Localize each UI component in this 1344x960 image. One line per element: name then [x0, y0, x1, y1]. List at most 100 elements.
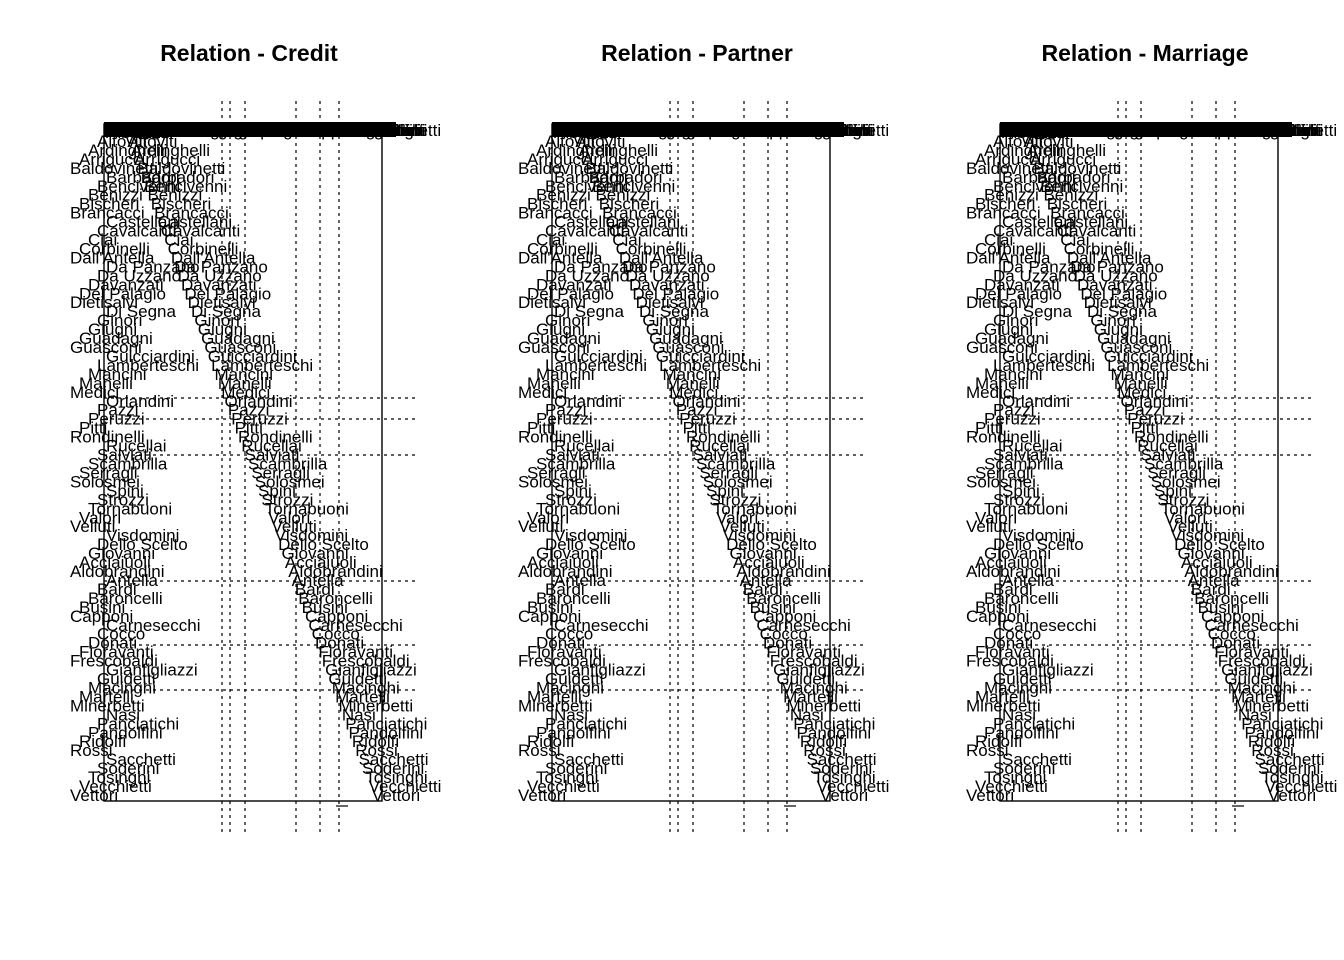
column-label: Davanzati	[166, 121, 242, 140]
row-label: Sacchetti	[554, 750, 624, 769]
column-label: Vettori	[820, 121, 868, 140]
row-label: Guasconi	[518, 338, 590, 357]
diagonal-label: Aldobrandini	[288, 562, 383, 581]
column-label: Scambrilla	[1134, 121, 1214, 140]
diagonal-label: Dall'Antella	[619, 248, 704, 267]
row-label: Strozzi	[97, 490, 149, 509]
row-label: Cocco	[545, 625, 593, 644]
column-label: Altoviti	[556, 121, 606, 140]
column-label: Guidetti	[1221, 121, 1280, 140]
column-label: Giovanni	[1170, 121, 1237, 140]
column-label: Solosmei	[693, 121, 763, 140]
row-label: Orlandini	[1002, 392, 1070, 411]
diagonal-label: Bischeri	[599, 195, 659, 214]
column-label: Macinghi	[329, 121, 397, 140]
column-label: Aldobrandini	[729, 121, 824, 140]
column-label: Davanzati	[614, 121, 690, 140]
row-label: Salviati	[545, 446, 600, 465]
row-label: Busini	[79, 598, 125, 617]
row-label: Bencivenni	[545, 177, 628, 196]
column-label: Ciai	[147, 121, 176, 140]
column-label: Dietisalvi	[173, 121, 241, 140]
row-label: Altoviti	[993, 132, 1043, 151]
column-label: Guadagni	[187, 121, 261, 140]
diagonal-label: Barbadori	[141, 168, 215, 187]
row-label: Panciatichi	[993, 714, 1075, 733]
diagonal-label: Rossi	[1251, 741, 1294, 760]
row-label: Mancini	[536, 365, 595, 384]
row-label: Brancacci	[70, 204, 145, 223]
diagonal-label: Da Panzano	[622, 257, 716, 276]
diagonal-label: Fioravanti	[318, 643, 393, 662]
row-label: Rucellai	[1002, 437, 1062, 456]
column-label: Sacchetti	[1254, 121, 1324, 140]
column-label: Sacchetti	[358, 121, 428, 140]
diagonal-label: Da Uzzano	[626, 266, 710, 285]
diagonal-label: Guidetti	[1224, 670, 1283, 689]
row-label: Da Uzzano	[97, 266, 181, 285]
diagonal-label: Cavalcanti	[161, 222, 240, 241]
row-label: Vecchietti	[527, 777, 600, 796]
diagonal-label: Valori	[1164, 508, 1206, 527]
diagonal-label: Cocco	[760, 625, 808, 644]
column-label: Guidetti	[773, 121, 832, 140]
row-label: Rondinelli	[966, 428, 1041, 447]
column-label: Guicciardini	[1091, 121, 1180, 140]
diagonal-label: Carnesecchi	[308, 616, 403, 635]
column-label: Barbadori	[122, 121, 196, 140]
column-label: Pazzi	[664, 121, 706, 140]
column-label: Spini	[1145, 121, 1183, 140]
column-label: Rossi	[354, 121, 397, 140]
column-label: Guasconi	[639, 121, 711, 140]
row-label: Macinghi	[88, 678, 156, 697]
column-label: Rucellai	[1127, 121, 1187, 140]
diagonal-label: Giugni	[1094, 320, 1143, 339]
diagonal-label: Guidetti	[776, 670, 835, 689]
diagonal-label: Capponi	[1201, 607, 1264, 626]
row-label: Orlandini	[106, 392, 174, 411]
diagonal-label: Davanzati	[1077, 275, 1153, 294]
diagonal-label: Baroncelli	[1194, 589, 1269, 608]
column-label: Carnesecchi	[1199, 121, 1294, 140]
row-label: Vecchietti	[975, 777, 1048, 796]
row-label: Da Panzano	[554, 257, 648, 276]
row-label: Nasi	[554, 705, 588, 724]
row-label: Da Uzzano	[545, 266, 629, 285]
diagonal-label: Arrigucci	[134, 150, 200, 169]
column-label: Arrigucci	[1011, 121, 1077, 140]
column-label: Mancini	[202, 121, 261, 140]
diagonal-label: Baroncelli	[298, 589, 373, 608]
diagonal-label: Pazzi	[1124, 401, 1166, 420]
row-label: Orlandini	[554, 392, 622, 411]
row-label: Giugni	[984, 320, 1033, 339]
diagonal-label: Ginori	[194, 311, 239, 330]
diagonal-label: Busini	[302, 598, 348, 617]
row-label: Benizzi	[984, 186, 1039, 205]
diagonal-label: Nasi	[342, 705, 376, 724]
diagonal-label: Spini	[258, 481, 296, 500]
row-label: Carnesecchi	[1002, 616, 1097, 635]
column-label: Dello Scelto	[1167, 121, 1258, 140]
row-label: Peruzzi	[984, 410, 1041, 429]
row-label: Panciatichi	[97, 714, 179, 733]
row-label: Cocco	[993, 625, 1041, 644]
diagonal-label: Del Palagio	[184, 284, 271, 303]
column-label: Soderini	[809, 121, 871, 140]
row-label: Castellani	[1002, 213, 1077, 232]
diagonal-label: Acciaiuoli	[1181, 553, 1253, 572]
row-label: Rucellai	[554, 437, 614, 456]
row-label: Pazzi	[993, 401, 1035, 420]
diagonal-label: Gianfigliazzi	[1221, 661, 1313, 680]
row-label: Bardi	[97, 580, 137, 599]
diagonal-label: Vecchietti	[1265, 777, 1338, 796]
row-label: Antella	[554, 571, 607, 590]
column-label-band	[1000, 122, 1292, 137]
column-label: Manelli	[653, 121, 707, 140]
column-label: Tosinghi	[813, 121, 875, 140]
diagonal-label: Manelli	[218, 374, 272, 393]
row-label: Rucellai	[106, 437, 166, 456]
column-label: Rossi	[802, 121, 845, 140]
diagonal-label: Brancacci	[1050, 204, 1125, 223]
diagonal-label: Tosinghi	[365, 768, 427, 787]
row-label: Ardinghelli	[88, 141, 167, 160]
